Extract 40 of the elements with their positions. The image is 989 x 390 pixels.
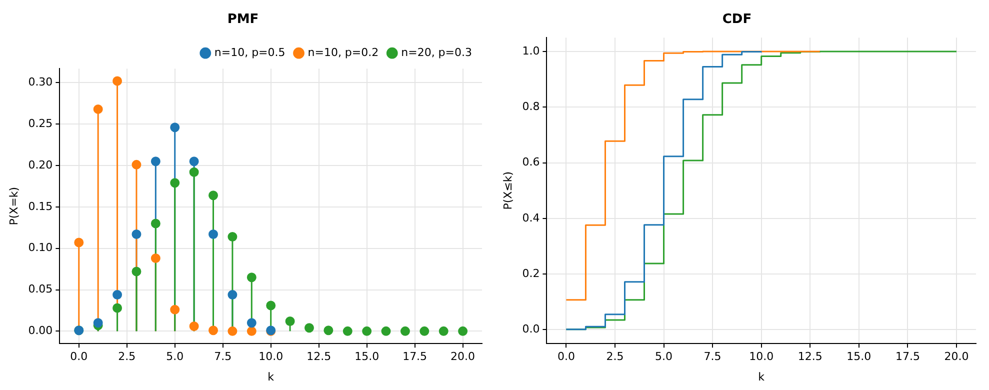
x-tick-label: 15.0 (846, 350, 872, 364)
y-tick-label: 0.15 (28, 200, 53, 213)
y-tick-label: 0.20 (28, 158, 53, 172)
x-tick-label: 5.0 (166, 350, 184, 364)
y-tick-label: 0.10 (28, 241, 53, 254)
y-tick-label: 0.00 (28, 324, 53, 338)
chart-title: PMF (227, 12, 259, 28)
y-tick-label: 1.0 (522, 44, 540, 58)
x-tick-label: 2.5 (606, 350, 624, 364)
x-tick-label: 5.0 (655, 350, 673, 364)
y-tick-label: 0.05 (28, 282, 53, 296)
x-tick-label: 0.0 (70, 350, 88, 364)
x-tick-label: 0.0 (557, 350, 575, 364)
x-tick-label: 15.0 (354, 350, 380, 364)
x-tick-label: 7.5 (214, 350, 232, 364)
y-tick-label: 0.0 (522, 322, 540, 336)
x-tick-label: 20.0 (450, 350, 476, 364)
x-tick-label: 2.5 (118, 350, 136, 364)
legend-label: n=10, p=0.2 (308, 46, 379, 59)
x-tick-label: 10.0 (749, 350, 774, 364)
x-tick-label: 12.5 (306, 350, 332, 364)
chart-title: CDF (722, 12, 752, 28)
legend-label: n=20, p=0.3 (401, 46, 472, 59)
x-tick-label: 17.5 (402, 350, 428, 364)
y-tick-label: 0.8 (522, 100, 540, 114)
x-tick-label: 20.0 (944, 350, 969, 364)
y-tick-label: 0.2 (522, 266, 540, 280)
x-tick-label: 17.5 (895, 350, 920, 364)
x-tick-label: 12.5 (798, 350, 822, 364)
y-tick-label: 0.6 (522, 156, 540, 169)
y-axis-title: P(X≤k) (501, 171, 514, 210)
y-axis-title: P(X=k) (7, 186, 20, 226)
y-tick-label: 0.4 (522, 211, 540, 224)
y-tick-label: 0.30 (28, 76, 53, 89)
x-tick-label: 7.5 (704, 350, 722, 364)
x-axis-title: k (268, 370, 275, 384)
y-tick-label: 0.25 (28, 116, 53, 130)
x-tick-label: 10.0 (258, 350, 284, 364)
x-axis-title: k (758, 370, 766, 384)
legend-label: n=10, p=0.5 (214, 46, 286, 59)
